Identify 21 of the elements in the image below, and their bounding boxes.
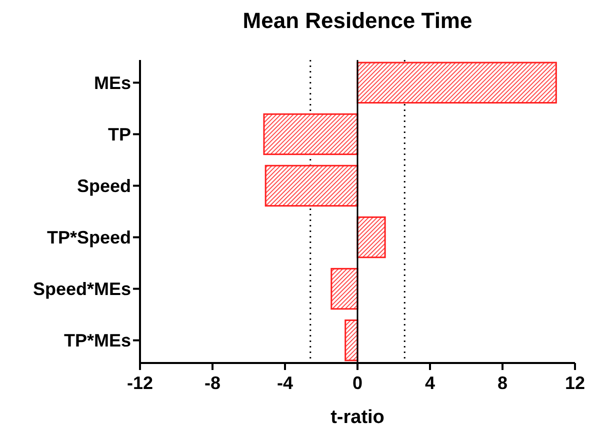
y-tick-label: Speed <box>76 176 131 196</box>
bar <box>330 268 358 310</box>
chart-title: Mean Residence Time <box>242 8 472 33</box>
x-tick-label: 0 <box>352 373 363 393</box>
bar <box>356 62 557 104</box>
bar <box>356 216 386 258</box>
y-tick-label: MEs <box>94 72 131 93</box>
bar <box>263 113 358 156</box>
x-axis-title: t-ratio <box>330 407 384 428</box>
y-tick-label: TP*MEs <box>64 330 131 351</box>
x-tick-label: 4 <box>424 373 436 393</box>
x-tick-label: 8 <box>497 373 508 393</box>
x-tick-label: -12 <box>126 373 154 393</box>
bar <box>264 164 358 207</box>
bar <box>344 319 358 362</box>
x-tick-label: 12 <box>564 373 586 393</box>
y-tick-label: Speed*MEs <box>32 279 131 300</box>
x-tick-label: -4 <box>276 373 294 393</box>
x-tick-label: -8 <box>204 373 221 393</box>
y-tick-label: TP*Speed <box>46 228 131 248</box>
y-tick-label: TP <box>108 124 131 145</box>
